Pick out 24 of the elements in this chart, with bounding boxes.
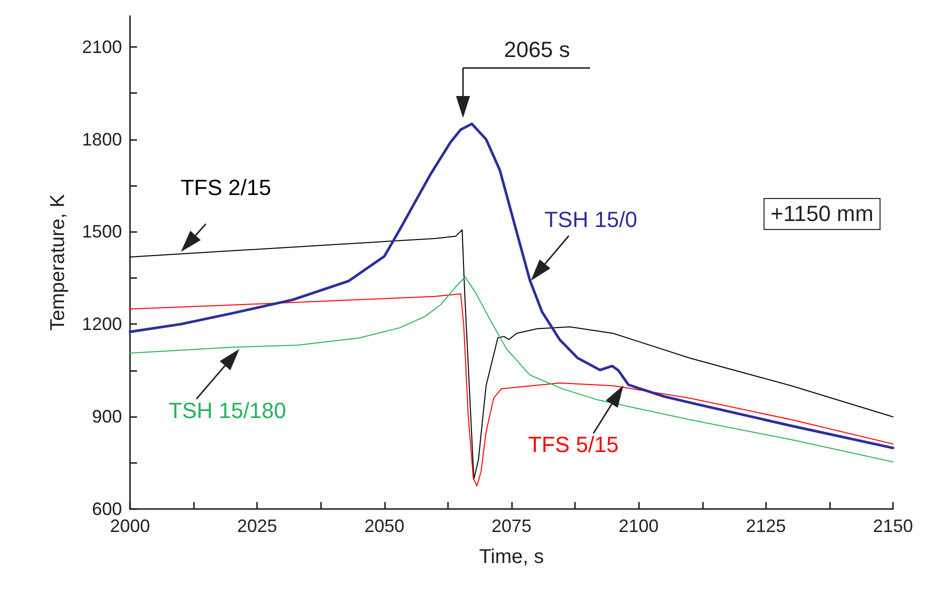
x-tick-label: 2025 xyxy=(237,516,278,536)
text: TFS 2/15 xyxy=(180,174,272,201)
series-label: TSH 15/0 xyxy=(544,206,638,233)
annotation: 2065 s xyxy=(504,37,570,63)
y-tick-label: 600 xyxy=(92,499,122,519)
x-axis-title: Time, s xyxy=(479,546,544,568)
y-tick-label: 2100 xyxy=(82,36,122,57)
annotation: +1150 mm xyxy=(764,198,880,230)
series-label: TFS 5/15 xyxy=(528,432,619,458)
line-series xyxy=(130,229,894,480)
x-tick-label: 2125 xyxy=(746,516,786,536)
line-series xyxy=(130,293,894,486)
y-tick-label: 1200 xyxy=(82,314,122,334)
y-tick-label: 1800 xyxy=(82,129,122,150)
x-tick-label: 2050 xyxy=(364,516,404,536)
y-tick-label: 900 xyxy=(92,406,122,427)
x-tick-label: 2100 xyxy=(618,516,659,536)
text: TSH 15/180 xyxy=(168,398,286,424)
x-tick-label: 2150 xyxy=(872,516,914,536)
y-axis-title: Temperature, K xyxy=(47,193,69,331)
x-tick-label: 2000 xyxy=(110,516,150,536)
y-tick-label: 1500 xyxy=(82,222,122,242)
x-tick-label: 2075 xyxy=(491,516,532,536)
line-series xyxy=(130,276,894,462)
